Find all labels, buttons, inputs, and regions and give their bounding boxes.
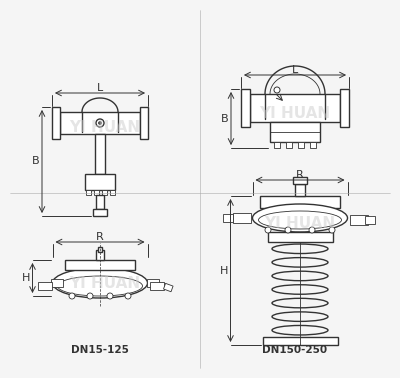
Bar	[262, 337, 338, 345]
Bar	[298, 142, 304, 148]
Bar	[364, 216, 374, 224]
Bar	[241, 89, 250, 127]
Bar	[140, 107, 148, 139]
Bar	[340, 89, 349, 127]
Circle shape	[285, 227, 291, 233]
Bar	[295, 184, 305, 196]
Bar	[85, 174, 115, 190]
Text: DN150-250: DN150-250	[262, 345, 328, 355]
Bar	[98, 247, 102, 252]
Bar	[102, 190, 106, 195]
Ellipse shape	[252, 204, 348, 232]
Text: H: H	[22, 273, 31, 283]
Bar	[65, 260, 135, 270]
Circle shape	[69, 293, 75, 299]
Circle shape	[98, 121, 102, 124]
Bar	[164, 284, 173, 292]
Bar	[150, 282, 164, 290]
Bar	[286, 142, 292, 148]
Bar	[95, 134, 105, 174]
Text: YI HUAN: YI HUAN	[264, 215, 336, 231]
Bar	[52, 107, 60, 139]
Bar	[94, 190, 98, 195]
Text: L: L	[292, 65, 298, 75]
Text: H: H	[220, 265, 229, 276]
Bar	[232, 213, 250, 223]
Circle shape	[107, 293, 113, 299]
Bar	[222, 214, 232, 222]
Bar	[93, 209, 107, 216]
Bar	[250, 94, 340, 122]
Text: R: R	[296, 170, 304, 180]
FancyBboxPatch shape	[60, 112, 140, 134]
Text: YI HUAN: YI HUAN	[70, 276, 140, 291]
Bar	[270, 122, 320, 142]
Bar	[110, 190, 114, 195]
Text: L: L	[97, 83, 103, 93]
Bar	[350, 215, 368, 225]
Circle shape	[274, 87, 280, 93]
Text: YI HUAN: YI HUAN	[260, 105, 330, 121]
Text: R: R	[96, 232, 104, 242]
Bar	[274, 142, 280, 148]
FancyBboxPatch shape	[146, 279, 158, 287]
Text: DN15-125: DN15-125	[71, 345, 129, 355]
Circle shape	[329, 227, 335, 233]
Bar	[38, 282, 52, 290]
Bar	[310, 142, 316, 148]
Circle shape	[87, 293, 93, 299]
Bar	[268, 232, 332, 242]
Bar	[293, 177, 307, 184]
Ellipse shape	[258, 211, 342, 229]
Ellipse shape	[58, 276, 142, 296]
Bar	[96, 195, 104, 209]
Ellipse shape	[52, 268, 148, 298]
Circle shape	[309, 227, 315, 233]
Circle shape	[265, 227, 271, 233]
FancyBboxPatch shape	[50, 279, 62, 287]
Circle shape	[125, 293, 131, 299]
Text: B: B	[32, 156, 40, 166]
Bar	[96, 250, 104, 260]
Text: YI HUAN: YI HUAN	[70, 121, 140, 135]
Circle shape	[96, 119, 104, 127]
Bar	[86, 190, 90, 195]
Text: B: B	[221, 113, 229, 124]
Bar	[260, 196, 340, 208]
